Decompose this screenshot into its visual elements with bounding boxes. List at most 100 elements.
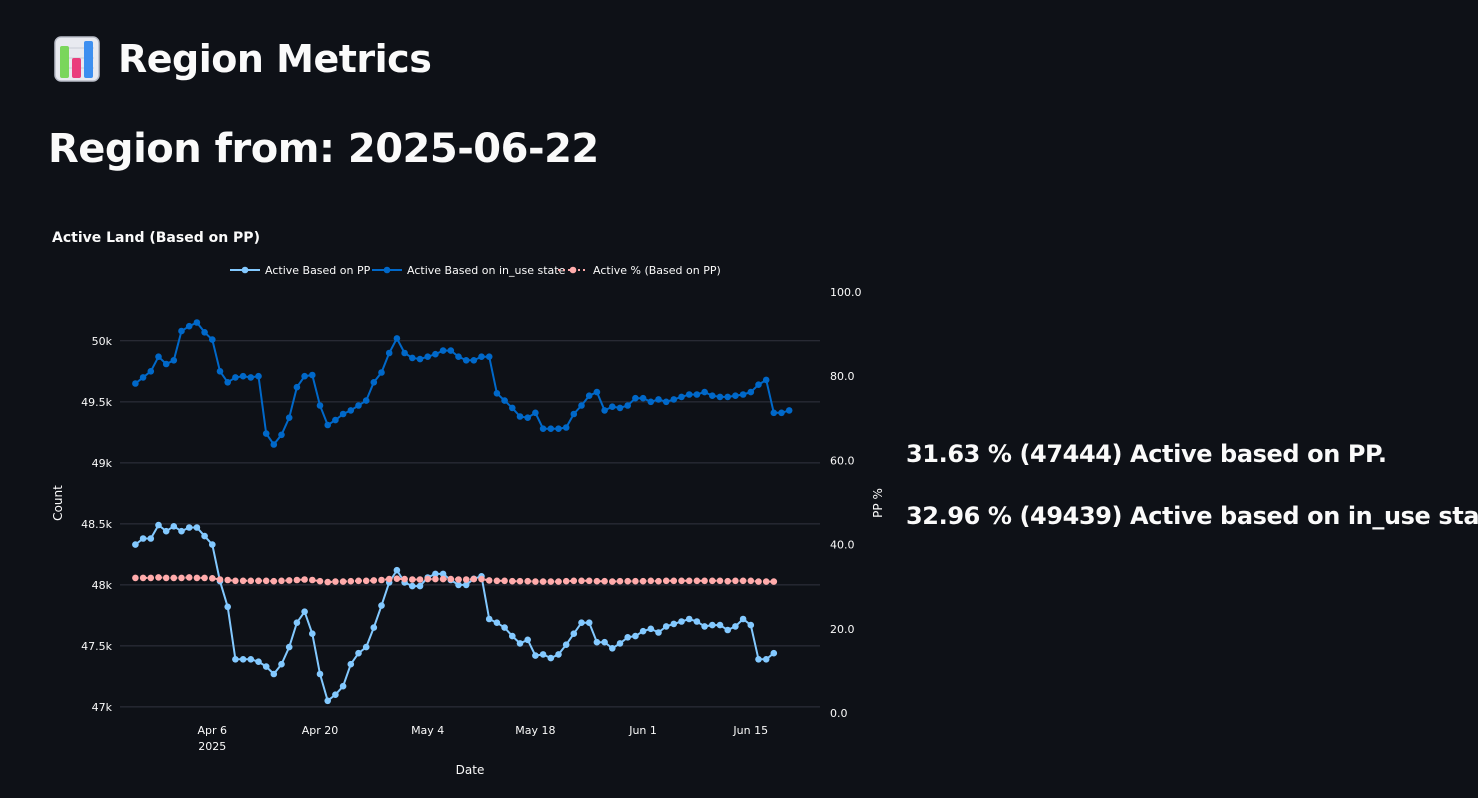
data-point[interactable] [747,577,755,585]
data-point[interactable] [462,581,470,589]
data-point[interactable] [362,577,370,585]
legend-item[interactable]: Active Based on in_use state [372,264,566,277]
data-point[interactable] [185,574,193,581]
data-point[interactable] [193,319,201,326]
data-point[interactable] [685,615,693,623]
chart-container[interactable]: Active Land (Based on PP) Active Based o… [40,220,900,794]
data-point[interactable] [701,623,708,630]
data-point[interactable] [262,430,270,437]
data-point[interactable] [478,353,485,360]
data-point[interactable] [209,541,216,548]
data-point[interactable] [462,576,470,583]
data-point[interactable] [547,578,555,585]
data-point[interactable] [162,574,170,582]
data-point[interactable] [685,391,693,398]
data-point[interactable] [193,574,201,582]
data-point[interactable] [139,535,147,542]
data-point[interactable] [224,576,231,584]
data-point[interactable] [547,654,555,662]
data-point[interactable] [755,578,762,585]
data-point[interactable] [585,619,593,626]
data-point[interactable] [732,577,739,585]
data-point[interactable] [139,574,147,582]
data-point[interactable] [170,574,178,582]
data-point[interactable] [162,360,170,368]
legend-item[interactable]: Active % (Based on PP) [558,264,721,277]
data-point[interactable] [162,527,170,535]
data-point[interactable] [662,623,670,630]
data-point[interactable] [355,649,362,657]
data-point[interactable] [524,636,531,644]
data-point[interactable] [316,670,324,678]
data-point[interactable] [470,575,478,583]
data-point[interactable] [432,575,439,583]
data-point[interactable] [755,656,762,663]
data-point[interactable] [785,407,793,414]
data-point[interactable] [385,575,393,583]
data-point[interactable] [278,577,285,585]
data-point[interactable] [232,656,239,663]
data-point[interactable] [678,393,685,401]
data-point[interactable] [601,577,608,585]
data-point[interactable] [616,640,624,647]
data-point[interactable] [293,383,301,391]
data-point[interactable] [239,656,247,663]
data-point[interactable] [370,379,378,386]
data-point[interactable] [316,402,324,409]
data-point[interactable] [770,409,778,417]
data-point[interactable] [732,623,739,630]
data-point[interactable] [439,347,447,354]
data-point[interactable] [155,574,162,581]
series-active-based-on-in-use-state[interactable] [132,319,793,448]
data-point[interactable] [578,577,585,585]
line-chart[interactable]: Active Land (Based on PP) Active Based o… [40,220,900,794]
data-point[interactable] [316,577,324,585]
data-point[interactable] [439,575,447,583]
data-point[interactable] [301,576,308,583]
data-point[interactable] [293,619,301,626]
data-point[interactable] [762,656,770,663]
data-point[interactable] [724,393,731,401]
data-point[interactable] [309,630,316,637]
data-point[interactable] [170,357,178,364]
data-point[interactable] [624,577,631,585]
data-point[interactable] [339,682,347,690]
data-point[interactable] [709,621,716,629]
data-point[interactable] [747,621,755,629]
data-point[interactable] [362,643,370,651]
data-point[interactable] [201,574,208,582]
series-active-based-on-pp[interactable] [132,574,778,586]
data-point[interactable] [293,576,301,584]
data-point[interactable] [647,577,655,585]
data-point[interactable] [232,374,239,381]
data-point[interactable] [709,392,716,399]
data-point[interactable] [762,376,770,384]
data-point[interactable] [701,388,708,396]
legend-item[interactable]: Active Based on PP [230,264,371,277]
data-point[interactable] [247,374,255,381]
data-point[interactable] [578,619,585,626]
data-point[interactable] [209,575,216,582]
data-point[interactable] [401,575,408,583]
data-point[interactable] [624,634,631,641]
data-point[interactable] [616,404,624,412]
data-point[interactable] [285,414,293,421]
data-point[interactable] [178,574,185,582]
data-point[interactable] [509,404,516,412]
data-point[interactable] [424,353,432,360]
data-point[interactable] [593,638,601,646]
data-point[interactable] [570,410,578,418]
data-point[interactable] [409,576,416,583]
data-point[interactable] [524,577,531,585]
data-point[interactable] [593,388,601,396]
data-point[interactable] [685,577,693,585]
data-point[interactable] [201,532,208,540]
data-point[interactable] [716,577,724,585]
data-point[interactable] [655,629,662,636]
data-point[interactable] [555,651,562,658]
data-point[interactable] [693,391,701,398]
data-point[interactable] [132,574,139,582]
data-point[interactable] [362,397,370,404]
data-point[interactable] [739,577,747,585]
data-point[interactable] [516,413,524,420]
